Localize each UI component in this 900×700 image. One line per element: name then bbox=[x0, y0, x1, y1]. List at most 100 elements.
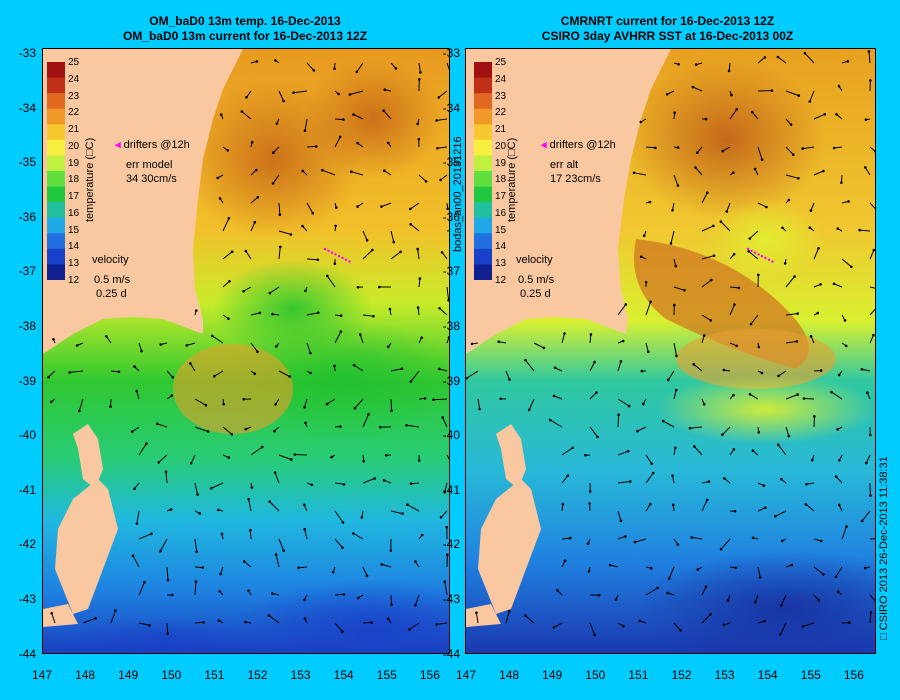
current-vector-head bbox=[130, 430, 134, 434]
current-vector-head bbox=[732, 393, 735, 397]
colorbar-swatch bbox=[474, 233, 492, 250]
current-vector-head bbox=[164, 470, 168, 474]
current-vector-head bbox=[159, 549, 162, 553]
current-vector-arrow bbox=[322, 169, 336, 176]
colorbar-swatch bbox=[474, 217, 492, 234]
current-vector-arrow bbox=[354, 398, 364, 409]
current-vector-arrow bbox=[785, 394, 798, 400]
current-vector-head bbox=[774, 515, 777, 518]
current-vector-head bbox=[268, 291, 272, 295]
current-vector-head bbox=[597, 593, 601, 597]
current-vector-arrow bbox=[437, 146, 448, 149]
colorbar-tick-label: 19 bbox=[68, 157, 80, 169]
current-vector-head bbox=[808, 100, 812, 103]
current-vector-head bbox=[638, 619, 642, 623]
current-vector-head bbox=[666, 378, 670, 382]
current-vector-head bbox=[316, 311, 320, 315]
current-vector-arrow bbox=[589, 392, 597, 400]
current-vector-head bbox=[869, 79, 872, 82]
longitude-tick-label: 150 bbox=[585, 668, 606, 682]
current-vector-arrow bbox=[617, 304, 627, 316]
current-vector-head bbox=[801, 147, 804, 150]
longitude-tick-label: 151 bbox=[628, 668, 649, 682]
current-vector-head bbox=[333, 364, 336, 368]
current-vector-head bbox=[282, 549, 285, 552]
colorbar-swatch bbox=[47, 171, 65, 188]
land-mainland bbox=[43, 49, 243, 354]
latitude-tick-label: -43 bbox=[442, 592, 460, 606]
current-vector-head bbox=[342, 118, 345, 121]
current-vector-head bbox=[315, 145, 318, 148]
current-vector-head bbox=[830, 390, 833, 394]
current-vector-arrow bbox=[241, 111, 252, 120]
current-vector-head bbox=[166, 578, 170, 582]
current-vector-arrow bbox=[617, 510, 622, 521]
current-vector-arrow bbox=[701, 225, 714, 232]
current-vector-head bbox=[553, 366, 557, 370]
right-velocity-label: velocity bbox=[516, 254, 553, 266]
current-vector-arrow bbox=[757, 202, 767, 208]
right-panel-title: CMRNRT current for 16-Dec-2013 12Z CSIRO… bbox=[460, 14, 875, 44]
current-vector-head bbox=[143, 580, 146, 584]
drifter-track-point bbox=[760, 255, 764, 258]
right-velocity-time: 0.25 d bbox=[520, 288, 551, 300]
current-vector-head bbox=[303, 527, 306, 531]
current-vector-head bbox=[719, 547, 723, 551]
current-vector-head bbox=[508, 378, 511, 381]
current-vector-head bbox=[109, 405, 112, 408]
current-vector-arrow bbox=[278, 202, 281, 215]
left-colorbar bbox=[47, 62, 65, 280]
current-vector-head bbox=[639, 120, 643, 124]
current-vector-arrow bbox=[446, 286, 449, 301]
current-vector-head bbox=[860, 519, 864, 523]
current-vector-arrow bbox=[810, 202, 815, 211]
drifter-track-point bbox=[337, 255, 341, 258]
current-vector-head bbox=[416, 306, 420, 309]
current-vector-head bbox=[735, 108, 738, 111]
colorbar-swatch bbox=[47, 233, 65, 250]
current-vector-head bbox=[650, 462, 654, 466]
current-vector-arrow bbox=[250, 446, 263, 456]
current-vector-arrow bbox=[278, 538, 285, 551]
current-vector-head bbox=[256, 196, 260, 199]
current-vector-head bbox=[712, 254, 716, 257]
current-vector-head bbox=[370, 621, 374, 624]
current-vector-arrow bbox=[781, 594, 787, 606]
current-vector-head bbox=[809, 334, 813, 338]
current-vector-head bbox=[647, 350, 650, 354]
current-vector-arrow bbox=[138, 342, 143, 352]
current-vector-head bbox=[872, 333, 875, 337]
current-vector-arrow bbox=[210, 482, 224, 489]
current-vector-head bbox=[796, 312, 799, 315]
current-vector-head bbox=[706, 191, 709, 194]
current-vector-head bbox=[227, 317, 230, 321]
longitude-tick-label: 147 bbox=[31, 668, 53, 682]
current-vector-head bbox=[408, 628, 411, 631]
current-vector-head bbox=[593, 633, 596, 637]
current-vector-head bbox=[803, 51, 807, 55]
drifter-track-point bbox=[334, 253, 337, 256]
left-map-panel bbox=[42, 48, 450, 654]
current-vector-head bbox=[649, 502, 652, 506]
current-vector-arrow bbox=[645, 301, 652, 316]
current-vector-arrow bbox=[433, 398, 448, 401]
latitude-tick-label: -38 bbox=[442, 319, 460, 333]
current-vector-head bbox=[475, 611, 478, 615]
current-vector-arrow bbox=[693, 363, 703, 372]
colorbar-swatch bbox=[47, 77, 65, 94]
current-vector-arrow bbox=[306, 312, 319, 316]
current-vector-arrow bbox=[813, 170, 824, 176]
current-vector-arrow bbox=[833, 283, 843, 288]
current-vector-arrow bbox=[869, 612, 872, 624]
longitude-tick-label: 154 bbox=[333, 668, 354, 682]
current-vector-head bbox=[145, 442, 148, 446]
current-vector-head bbox=[303, 129, 307, 132]
drifter-track-point bbox=[764, 256, 767, 260]
current-vector-arrow bbox=[194, 566, 203, 569]
current-vector-head bbox=[253, 220, 257, 224]
current-vector-head bbox=[792, 153, 795, 156]
colorbar-tick-label: 14 bbox=[68, 241, 80, 253]
latitude-tick-label: -38 bbox=[18, 319, 36, 333]
current-vector-head bbox=[352, 363, 356, 367]
current-vector-head bbox=[793, 275, 796, 278]
